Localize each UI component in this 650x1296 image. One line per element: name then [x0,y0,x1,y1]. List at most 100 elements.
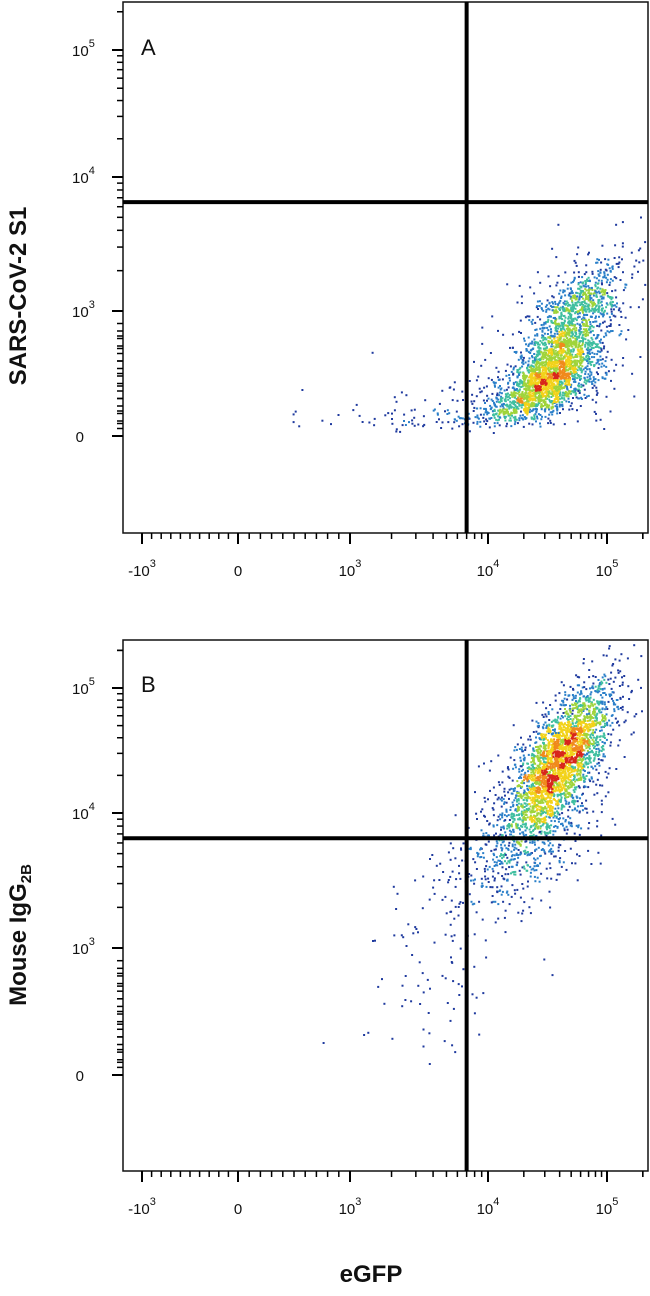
event-dot [511,346,514,349]
event-dot [633,265,636,268]
event-dot [563,792,565,795]
event-dot [564,711,567,714]
event-dot [540,363,543,366]
event-dot [545,809,548,812]
event-dot [534,375,537,378]
event-dot [500,410,503,413]
event-dot [587,306,590,309]
event-dot [531,791,534,793]
event-dot [564,324,567,327]
event-dot [539,768,542,771]
event-dot [543,353,546,356]
event-dot [497,415,500,418]
event-dot [516,389,519,392]
event-dot [586,742,589,745]
event-dot [640,216,642,219]
event-dot [595,386,598,389]
event-dot [554,321,557,324]
event-dot [591,289,594,291]
event-dot [541,370,544,373]
event-dot [556,795,559,798]
event-dot [590,701,593,704]
event-dot [567,352,570,355]
event-dot [553,738,556,741]
event-dot [572,308,575,311]
event-dot [569,340,572,342]
event-dot [566,358,569,361]
event-dot [615,277,618,280]
event-dot [564,759,567,762]
event-dot [568,381,570,384]
event-dot [513,387,516,390]
event-dot [607,258,610,261]
event-dot [539,802,542,805]
event-dot [422,425,425,428]
event-dot [621,221,624,224]
event-dot [557,350,560,353]
panel-a-y-axis-title: SARS-CoV-2 S1 [5,207,32,386]
event-dot [582,324,585,327]
event-dot [609,744,612,747]
event-dot [610,298,613,301]
event-dot [550,345,553,348]
event-dot [505,425,508,428]
event-dot [572,349,575,352]
event-dot [587,347,590,350]
event-dot [541,354,544,357]
event-dot [538,376,541,378]
event-dot [551,341,554,344]
event-dot [565,354,568,357]
event-dot [531,819,534,821]
event-dot [554,356,557,358]
event-dot [571,353,574,356]
event-dot [408,421,410,424]
event-dot [608,316,611,319]
event-dot [611,266,614,269]
event-dot [618,685,621,687]
event-dot [630,251,633,254]
event-dot [562,289,565,292]
event-dot [595,295,598,298]
event-dot [560,311,563,314]
event-dot [579,703,582,706]
event-dot [516,402,519,405]
event-dot [577,283,580,286]
event-dot [568,756,571,759]
event-dot [536,396,539,399]
event-dot [560,385,563,388]
panel-a-events [292,216,647,434]
event-dot [501,812,504,815]
event-dot [606,278,609,281]
event-dot [565,331,568,334]
event-dot [564,355,566,358]
event-dot [526,400,529,403]
event-dot [554,364,557,367]
event-dot [618,307,621,310]
event-dot [561,327,564,330]
event-dot [539,396,542,398]
event-dot [591,272,594,275]
event-dot [548,385,551,387]
event-dot [571,408,574,411]
event-dot [593,710,596,713]
event-dot [541,374,543,377]
event-dot [545,392,548,395]
event-dot [535,361,538,364]
event-dot [518,284,521,287]
event-dot [535,420,537,423]
event-dot [554,359,557,362]
event-dot [590,286,593,289]
event-dot [578,297,581,300]
event-dot [555,359,558,362]
event-dot [555,732,557,734]
event-dot [563,380,566,383]
event-dot [514,417,517,420]
event-dot [541,415,543,418]
event-dot [544,375,546,378]
event-dot [587,331,590,334]
event-dot [555,815,558,818]
event-dot [473,400,476,403]
event-dot [582,303,585,306]
event-dot [588,360,591,363]
event-dot [575,327,578,330]
